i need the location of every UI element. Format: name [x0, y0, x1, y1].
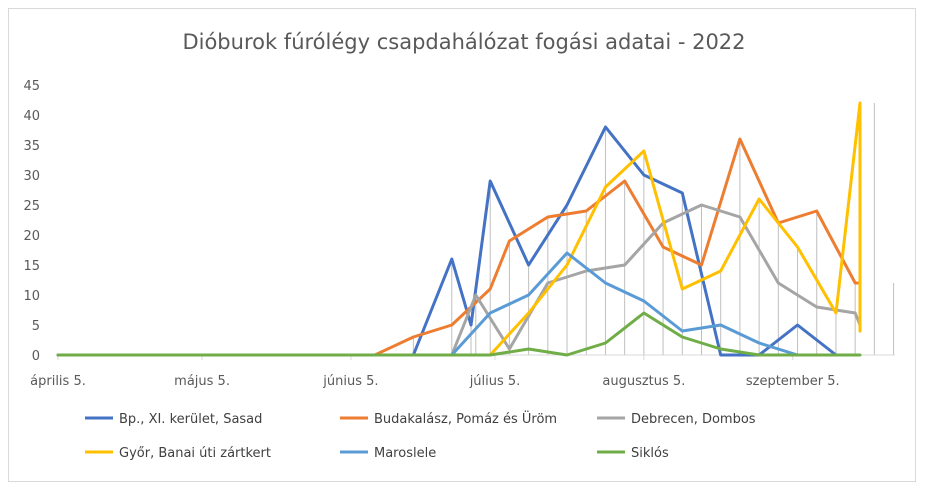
x-tick-label: július 5.	[469, 374, 521, 389]
x-axis-ticks: április 5. május 5. június 5. július 5. augu…	[30, 355, 840, 389]
legend-label: Budakalász, Pomáz és Üröm	[374, 410, 557, 427]
legend-label: Győr, Banai úti zártkert	[119, 446, 271, 461]
legend-label: Bp., XI. kerület, Sasad	[119, 412, 262, 427]
series-line	[56, 125, 838, 357]
y-tick-label: 5	[32, 319, 40, 334]
y-tick-label: 30	[23, 169, 40, 184]
y-tick-label: 45	[23, 79, 40, 94]
series-line	[450, 203, 862, 357]
y-tick-label: 0	[32, 349, 40, 364]
y-tick-label: 10	[23, 289, 40, 304]
y-tick-label: 20	[23, 229, 40, 244]
y-tick-label: 25	[23, 199, 40, 214]
legend: Bp., XI. kerület, Sasad Budakalász, Pomáz…	[85, 410, 756, 461]
legend-label: Debrecen, Dombos	[631, 412, 756, 427]
series-line	[450, 101, 862, 357]
y-tick-label: 40	[23, 109, 40, 124]
series-line	[450, 251, 838, 357]
x-tick-label: augusztus 5.	[602, 374, 685, 389]
series-lines	[56, 101, 862, 357]
y-tick-label: 35	[23, 139, 40, 154]
x-tick-label: június 5.	[322, 374, 378, 389]
chart-title: Dióburok fúrólégy csapdahálózat fogási a…	[182, 30, 746, 54]
chart-frame	[8, 8, 916, 482]
legend-label: Maroslele	[374, 446, 436, 461]
y-tick-label: 15	[23, 259, 40, 274]
legend-label: Siklós	[631, 446, 669, 461]
series-line	[373, 137, 862, 357]
x-tick-label: április 5.	[30, 374, 86, 389]
x-tick-label: szeptember 5.	[746, 374, 840, 389]
x-tick-label: május 5.	[174, 374, 230, 389]
series-line	[56, 311, 862, 357]
y-axis-ticks: 0 5 10 15 20 25 30 35 40 45	[23, 79, 40, 364]
